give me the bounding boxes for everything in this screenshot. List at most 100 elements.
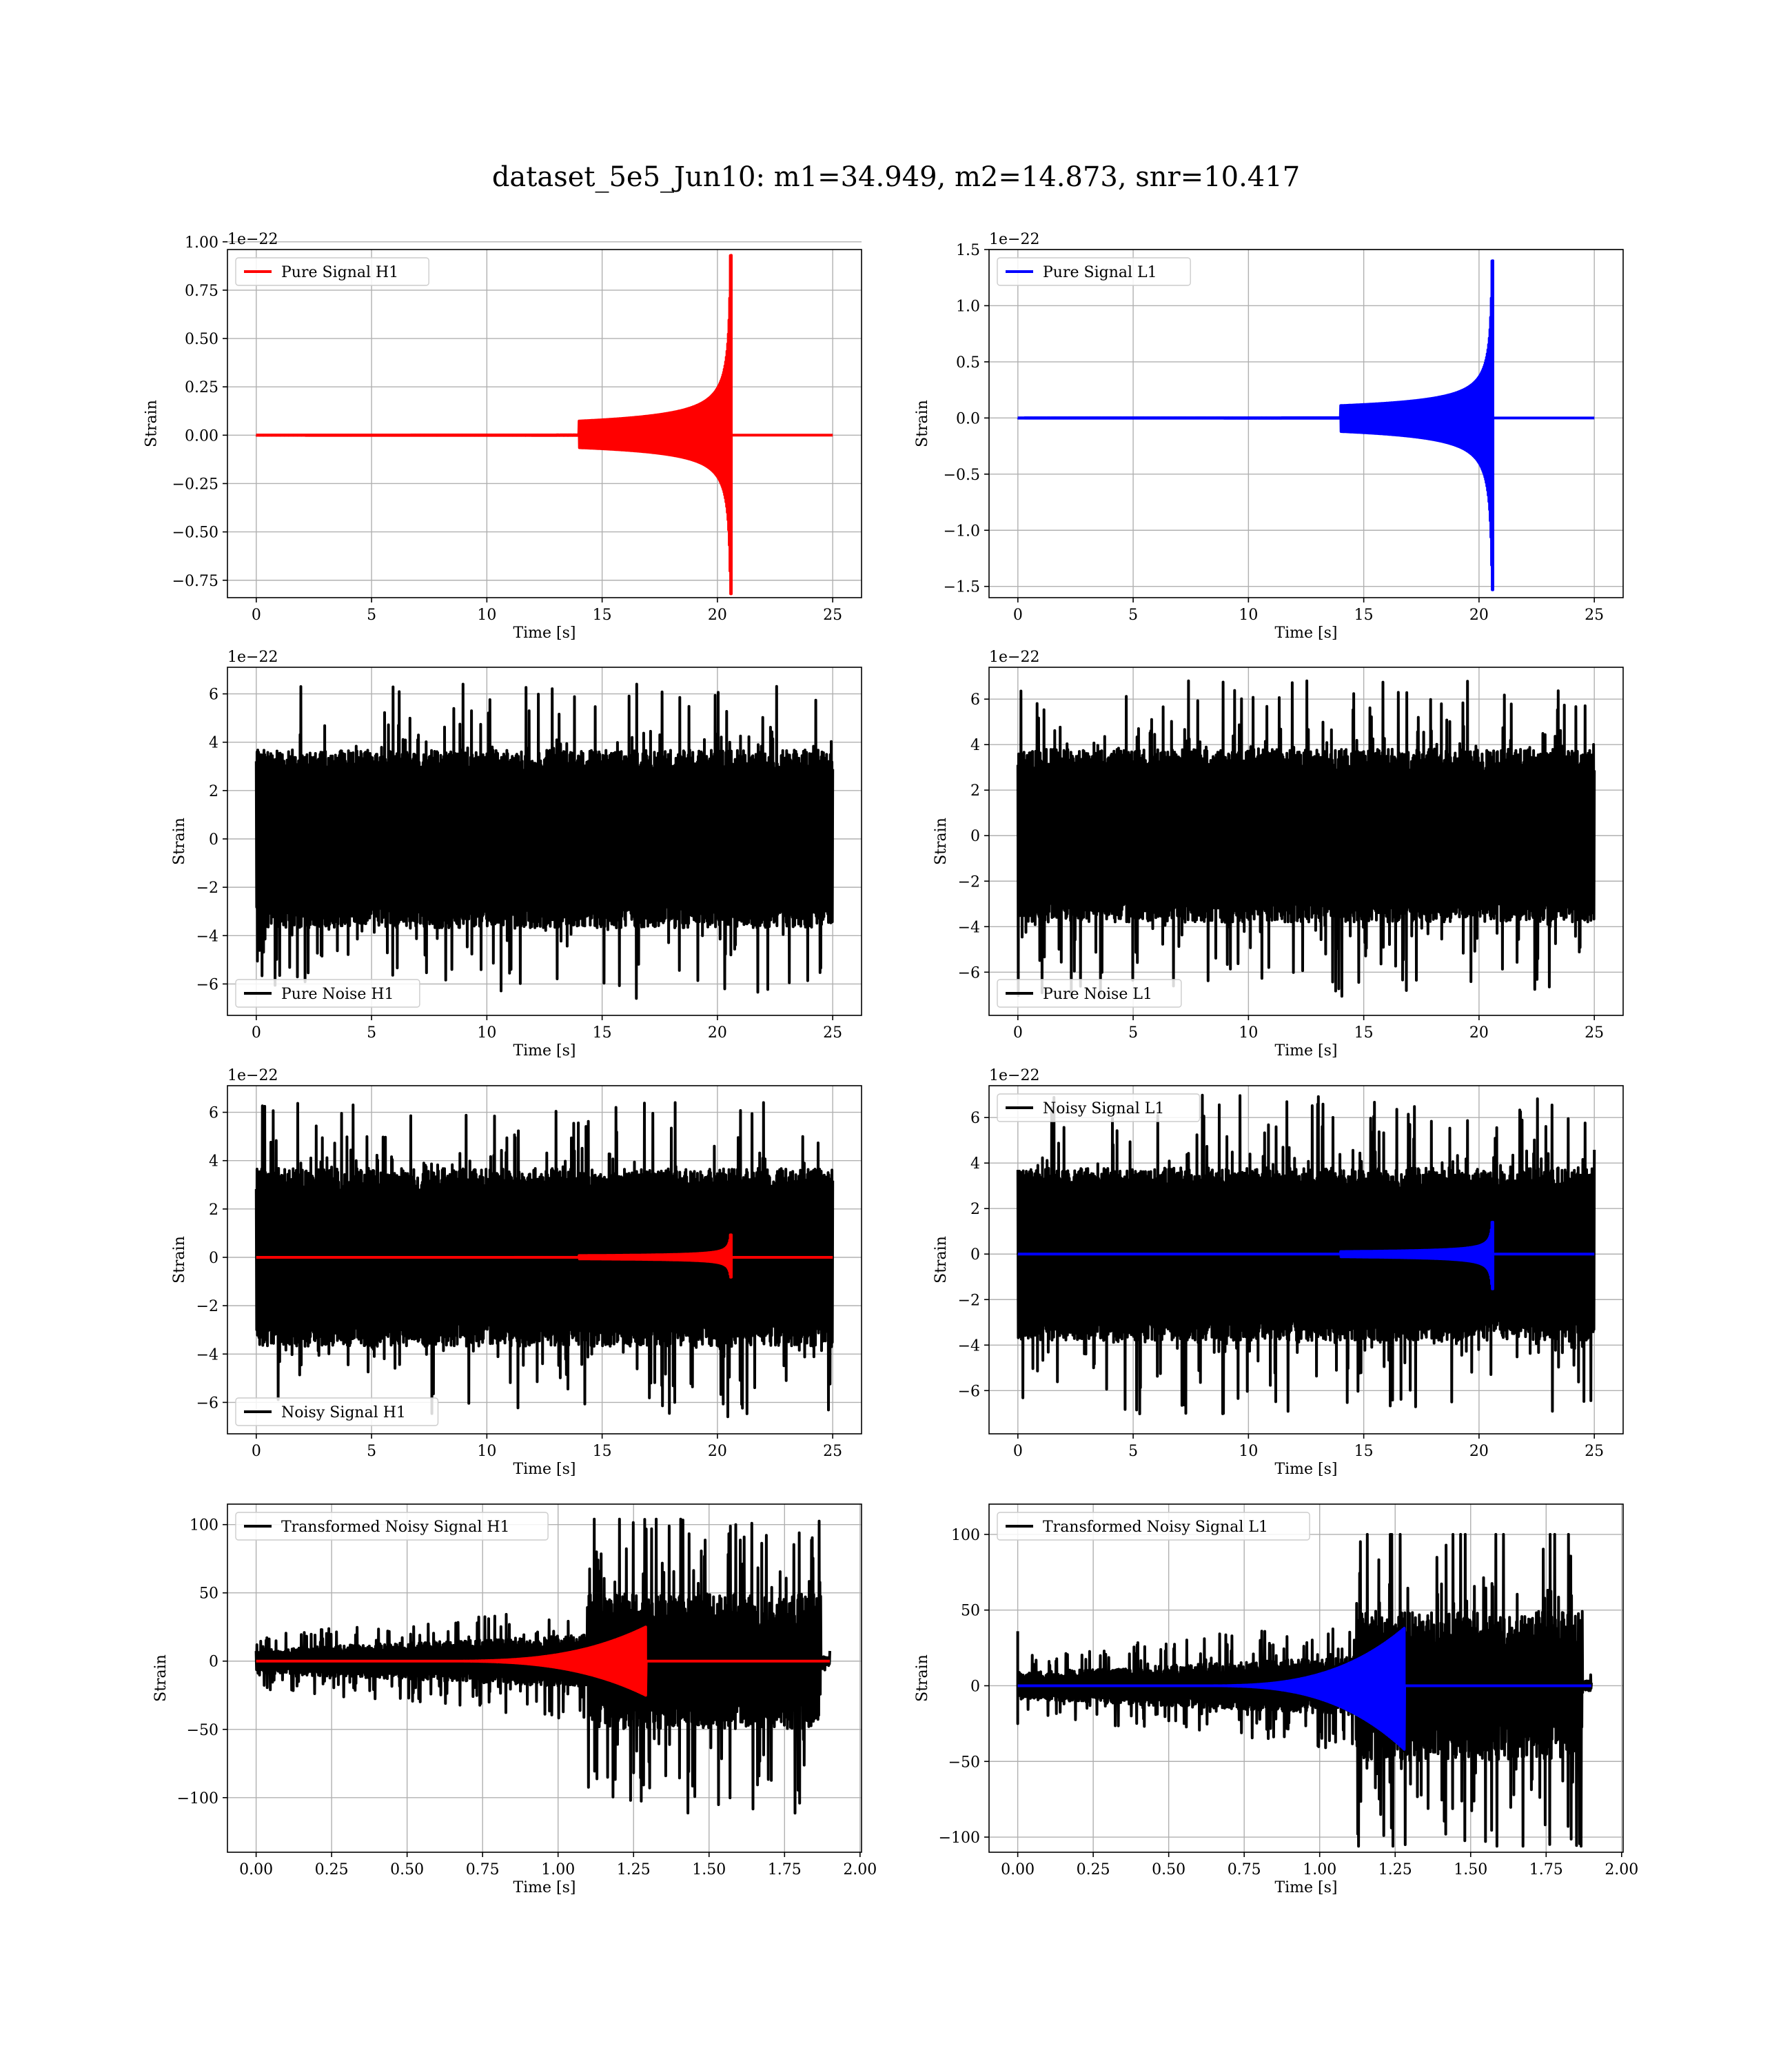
x-tick-label: 10 <box>477 1024 496 1042</box>
y-tick-label: −2 <box>958 873 980 891</box>
x-axis-label: Time [s] <box>1274 1042 1337 1060</box>
x-axis-label: Time [s] <box>513 1042 576 1060</box>
y-tick-label: 1.5 <box>956 242 980 259</box>
legend-label: Noisy Signal L1 <box>1043 1100 1164 1117</box>
x-tick-label: 0 <box>1013 607 1023 624</box>
subplot-pure-noise-h1: 0 5 10 15 20 25 −6 −4 −2 0 2 4 6 Time [s] Strain 1e−22 P… <box>171 649 862 1060</box>
x-tick-label: 0 <box>252 1024 261 1042</box>
x-tick-label: 15 <box>593 607 612 624</box>
y-tick-label: 0.5 <box>956 354 980 372</box>
x-tick-label: 0 <box>1013 1024 1023 1042</box>
axes-frame <box>227 667 862 1016</box>
plot-data <box>1016 679 1596 999</box>
x-tick-label: 0.50 <box>1152 1861 1185 1878</box>
x-tick-label: 0.00 <box>239 1861 273 1878</box>
y-tick-label: −4 <box>958 1337 980 1355</box>
x-tick-label: 20 <box>708 1024 727 1042</box>
y-tick-label: −6 <box>196 1395 218 1412</box>
x-tick-label: 5 <box>1128 1024 1138 1042</box>
series-line-transformed-noisy-signal-l1 <box>1016 1532 1593 1848</box>
x-tick-label: 0.75 <box>1228 1861 1261 1878</box>
x-tick-label: 25 <box>1585 1024 1604 1042</box>
x-tick-label: 5 <box>1128 607 1138 624</box>
figure-title: dataset_5e5_Jun10: m1=34.949, m2=14.873,… <box>492 161 1300 193</box>
y-tick-label: −1.5 <box>944 579 980 596</box>
y-tick-label: 6 <box>970 1110 980 1127</box>
y-tick-label: −0.50 <box>172 525 218 542</box>
x-tick-label: 20 <box>1469 1443 1489 1460</box>
x-axis-label: Time [s] <box>1274 1879 1337 1896</box>
x-tick-label: 25 <box>823 1443 842 1460</box>
x-tick-label: 20 <box>708 1443 727 1460</box>
subplot-transformed-noisy-signal-l1: 0.00 0.25 0.50 0.75 1.00 1.25 1.50 1.75 2.00 −100… <box>914 1503 1638 1896</box>
x-tick-label: 0.75 <box>466 1861 500 1878</box>
y-tick-label: −1.0 <box>944 523 980 540</box>
subplot-noisy-signal-h1: 0 5 10 15 20 25 −6 −4 −2 0 2 4 6 Time [s] Strain 1e−22 N… <box>171 1067 862 1478</box>
y-tick-label: 2 <box>970 782 980 800</box>
x-axis-label: Time [s] <box>1274 625 1337 642</box>
legend-box <box>997 1512 1310 1541</box>
y-tick-label: 0.00 <box>185 427 218 445</box>
legend: Pure Noise H1 <box>235 979 420 1008</box>
series-line-signal-overlay <box>255 1233 834 1279</box>
axes-frame <box>988 1503 1624 1853</box>
y-tick-label: 4 <box>970 1155 980 1173</box>
y-tick-label: −2 <box>196 880 218 897</box>
y-axis-label: Strain <box>171 818 188 865</box>
x-tick-label: 10 <box>1239 1024 1258 1042</box>
x-tick-label: 5 <box>1128 1443 1138 1460</box>
y-tick-label: 4 <box>209 735 218 752</box>
y-tick-label: 4 <box>970 737 980 754</box>
x-tick-label: 20 <box>1469 607 1489 624</box>
axes-frame <box>227 1085 862 1435</box>
legend-label: Transformed Noisy Signal L1 <box>1043 1519 1268 1536</box>
legend-label: Pure Signal L1 <box>1043 264 1157 281</box>
legend-box <box>235 979 420 1008</box>
legend: Transformed Noisy Signal L1 <box>997 1512 1310 1541</box>
legend-box <box>235 1397 439 1426</box>
axis-offset-label: 1e−22 <box>227 231 278 248</box>
x-tick-label: 15 <box>1354 1024 1374 1042</box>
axis-offset-label: 1e−22 <box>989 649 1039 666</box>
series-line-pure-noise-h1 <box>254 682 835 1000</box>
legend-label: Transformed Noisy Signal H1 <box>281 1519 510 1536</box>
legend: Pure Noise L1 <box>997 979 1182 1008</box>
y-tick-label: 0.25 <box>185 379 218 396</box>
axes-frame <box>988 249 1624 598</box>
series-line-pure-signal-h1 <box>255 254 834 596</box>
legend-label: Pure Noise H1 <box>281 986 394 1003</box>
x-tick-label: 1.00 <box>541 1861 575 1878</box>
series-line-noisy-signal-l1 <box>1016 1093 1596 1415</box>
y-tick-label: 6 <box>209 1105 218 1122</box>
y-tick-label: 0 <box>970 1246 980 1264</box>
legend-label: Pure Signal H1 <box>281 264 398 281</box>
x-tick-label: 0.00 <box>1001 1861 1035 1878</box>
x-tick-label: 25 <box>1585 607 1604 624</box>
y-tick-label: −6 <box>196 976 218 993</box>
series-line-signal-overlay <box>255 1625 831 1697</box>
x-tick-label: 10 <box>477 607 496 624</box>
legend: Noisy Signal H1 <box>235 1397 439 1426</box>
x-tick-label: 5 <box>367 1024 376 1042</box>
legend: Transformed Noisy Signal H1 <box>235 1512 549 1541</box>
y-tick-label: 0 <box>970 1678 980 1695</box>
subplot-pure-signal-l1: 0 5 10 15 20 25 −1.5 −1.0 −0.5 0.0 0.5 1.0 1.5 Time [… <box>914 231 1624 642</box>
y-tick-label: −4 <box>196 928 218 945</box>
axis-offset-label: 1e−22 <box>227 1067 278 1084</box>
y-tick-label: −0.5 <box>944 467 980 484</box>
x-tick-label: 25 <box>823 607 842 624</box>
axes-frame <box>227 249 862 598</box>
plot-data <box>1017 259 1596 591</box>
y-tick-label: 1.00 <box>185 234 218 252</box>
x-tick-label: 0.25 <box>1077 1861 1110 1878</box>
y-tick-label: −100 <box>939 1829 980 1847</box>
x-tick-label: 25 <box>1585 1443 1604 1460</box>
series-line-noisy-signal-h1 <box>254 1101 835 1419</box>
y-tick-label: −50 <box>187 1722 218 1739</box>
x-tick-label: 0 <box>252 1443 261 1460</box>
y-axis-label: Strain <box>933 1236 950 1284</box>
x-axis-label: Time [s] <box>513 625 576 642</box>
x-tick-label: 10 <box>1239 607 1258 624</box>
series-line-transformed-noisy-signal-h1 <box>254 1517 831 1815</box>
